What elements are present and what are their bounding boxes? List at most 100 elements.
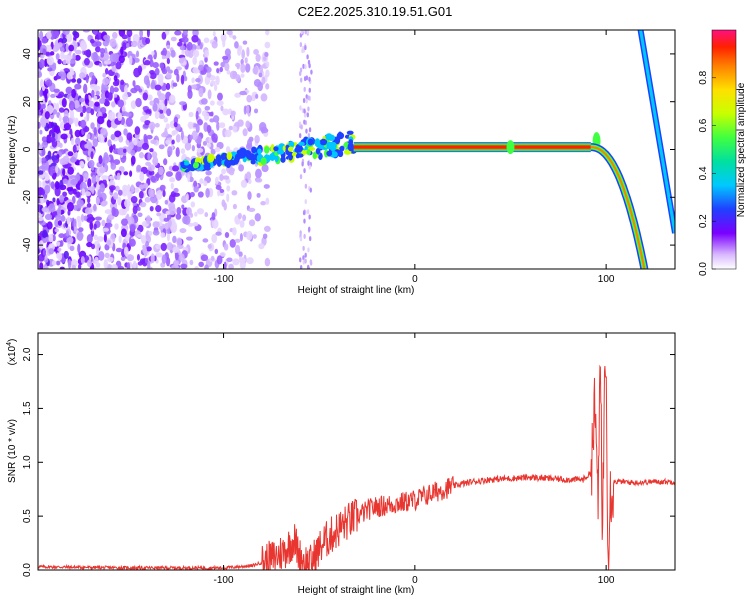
noise-speck	[234, 41, 239, 49]
noise-speck	[109, 175, 115, 180]
noise-speck	[43, 58, 48, 68]
noise-speck	[139, 171, 145, 182]
noise-speck	[255, 177, 263, 183]
noise-speck	[302, 45, 305, 51]
noise-speck	[154, 67, 160, 76]
noise-speck	[53, 88, 60, 93]
noise-speck	[102, 77, 110, 86]
noise-speck	[187, 121, 194, 129]
noise-speck	[253, 108, 259, 114]
noise-speck	[81, 188, 86, 196]
noise-speck	[129, 224, 136, 233]
noise-speck	[307, 106, 310, 112]
noise-speck	[162, 47, 167, 57]
noise-speck	[305, 94, 308, 100]
noise-speck	[104, 209, 112, 215]
noise-speck	[56, 207, 62, 218]
noise-speck	[100, 127, 108, 136]
noise-speck	[133, 187, 140, 193]
noise-speck	[240, 63, 246, 74]
noise-speck	[304, 64, 307, 70]
noise-speck	[65, 58, 72, 65]
noise-speck	[216, 100, 224, 106]
colorbar: 0.0 0.2 0.4 0.6 0.8 Normalized spectral ampl…	[698, 29, 747, 276]
noise-speck	[302, 97, 306, 103]
noise-speck	[137, 212, 143, 218]
colorbar-tick-label: 0.6	[698, 118, 709, 132]
noise-speck	[47, 67, 53, 72]
noise-speck	[67, 258, 72, 269]
noise-speck	[216, 121, 220, 131]
noise-speck	[210, 80, 216, 86]
noise-speck	[124, 199, 131, 208]
noise-speck	[204, 105, 211, 111]
noise-speck	[194, 266, 199, 269]
noise-speck	[62, 155, 70, 165]
noise-speck	[236, 64, 240, 70]
noise-speck	[62, 168, 66, 176]
noise-speck	[171, 221, 178, 232]
noise-speck	[166, 44, 171, 50]
noise-speck	[62, 115, 70, 123]
noise-speck	[260, 201, 266, 206]
noise-speck	[214, 176, 219, 185]
noise-speck	[86, 241, 93, 248]
noise-speck	[73, 204, 78, 211]
noise-speck	[39, 129, 43, 135]
noise-speck	[114, 185, 120, 192]
noise-speck	[72, 144, 77, 153]
noise-speck	[197, 191, 204, 198]
noise-speck	[213, 84, 218, 91]
noise-speck	[85, 73, 89, 84]
noise-speck	[108, 111, 116, 122]
noise-speck	[128, 55, 133, 65]
noise-speck	[149, 205, 154, 212]
noise-speck	[121, 111, 129, 117]
noise-speck	[147, 152, 151, 161]
noise-speck	[78, 97, 85, 103]
noise-speck	[123, 148, 127, 153]
noise-speck	[244, 57, 248, 64]
noise-speck	[99, 166, 106, 174]
noise-speck	[53, 124, 61, 135]
noise-speck	[253, 49, 259, 55]
noise-speck	[299, 174, 303, 180]
noise-speck	[211, 233, 218, 244]
noise-speck	[187, 173, 191, 183]
noise-speck	[207, 244, 212, 249]
noise-speck	[300, 124, 303, 130]
noise-speck	[180, 263, 188, 269]
noise-speck	[303, 119, 306, 125]
colorbar-tick-label: 0.4	[698, 166, 709, 180]
rising-track-blob	[314, 138, 321, 147]
noise-speck	[211, 212, 216, 221]
noise-speck	[215, 184, 222, 191]
noise-speck	[167, 146, 173, 157]
noise-speck	[72, 188, 77, 195]
noise-speck	[305, 128, 308, 134]
snr-series-line	[38, 364, 675, 570]
noise-speck	[143, 182, 149, 189]
noise-speck	[63, 250, 69, 259]
noise-speck	[206, 124, 212, 134]
noise-speck	[162, 131, 169, 137]
noise-speck	[161, 31, 167, 40]
noise-speck	[145, 240, 150, 248]
noise-speck	[95, 90, 100, 96]
noise-speck	[263, 56, 267, 61]
noise-speck	[41, 146, 46, 156]
noise-speck	[149, 148, 154, 153]
noise-speck	[124, 84, 128, 95]
noise-speck	[84, 207, 93, 215]
noise-speck	[136, 164, 142, 172]
noise-speck	[246, 94, 253, 103]
rising-track-blob	[287, 146, 294, 152]
noise-speck	[299, 230, 302, 236]
noise-speck	[96, 182, 100, 192]
noise-speck	[161, 254, 167, 264]
noise-speck	[50, 155, 59, 161]
noise-speck	[203, 180, 208, 187]
spectrogram-y-label: Frequency (Hz)	[7, 116, 18, 185]
noise-speck	[106, 239, 112, 246]
noise-speck	[211, 40, 218, 49]
